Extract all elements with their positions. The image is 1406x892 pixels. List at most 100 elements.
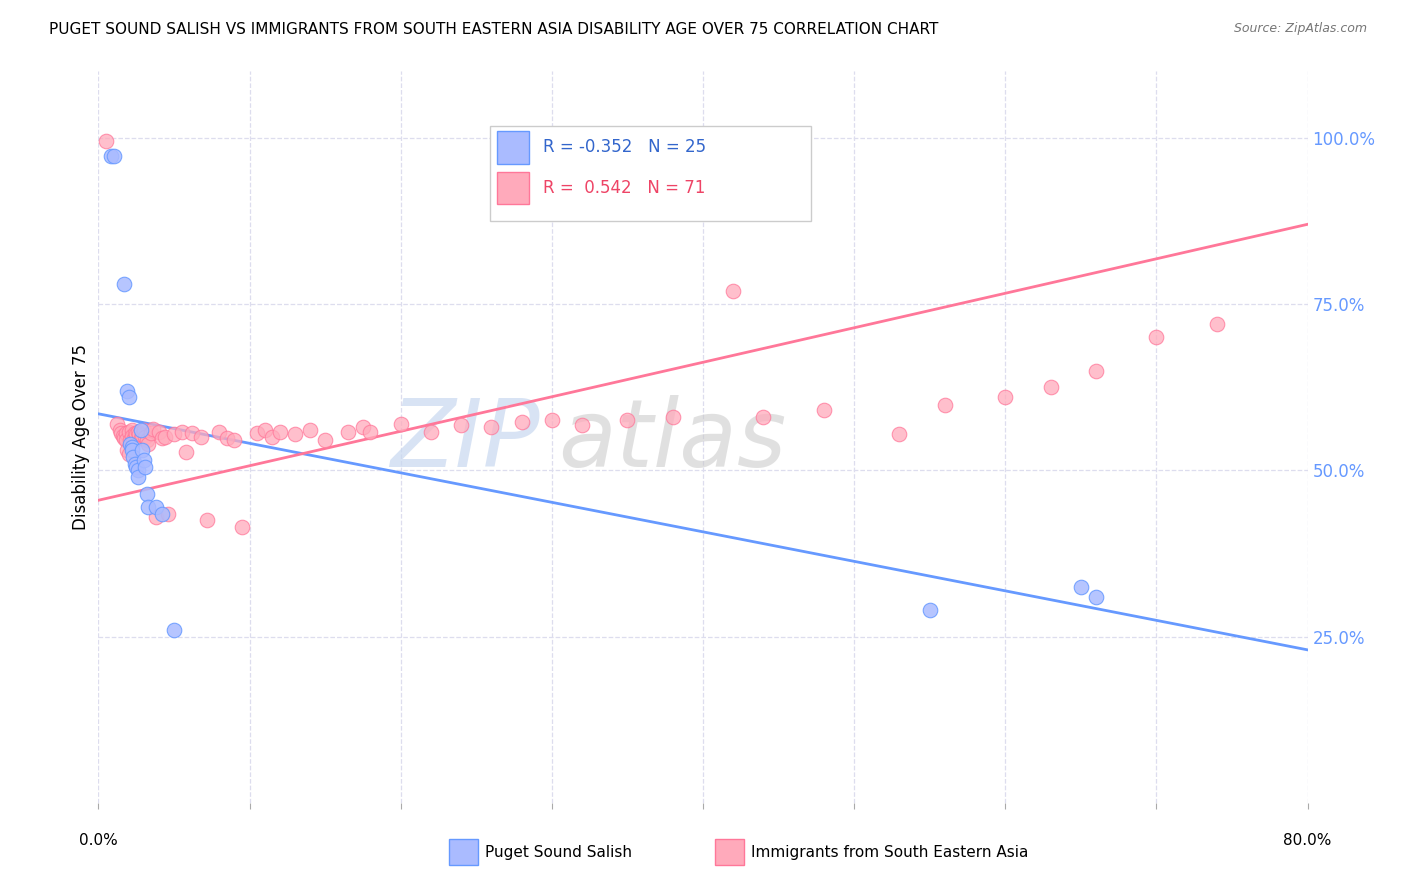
Text: Puget Sound Salish: Puget Sound Salish — [485, 845, 633, 860]
Point — [752, 410, 775, 425]
Point — [616, 413, 638, 427]
Point — [103, 149, 125, 163]
Point — [145, 500, 167, 514]
Point — [148, 425, 170, 439]
Point — [1039, 380, 1062, 394]
Point — [150, 507, 173, 521]
Text: R = -0.352   N = 25: R = -0.352 N = 25 — [543, 138, 707, 156]
Point — [150, 431, 173, 445]
Text: R =  0.542   N = 71: R = 0.542 N = 71 — [543, 179, 706, 197]
Point — [215, 431, 238, 445]
Point — [1070, 580, 1092, 594]
Point — [195, 512, 218, 526]
Point — [231, 520, 253, 534]
Point — [120, 436, 142, 450]
Point — [269, 425, 291, 439]
Point — [246, 426, 269, 441]
Point — [132, 424, 155, 438]
Point — [540, 413, 562, 427]
Point — [314, 434, 336, 448]
Point — [127, 425, 149, 439]
Point — [131, 428, 153, 442]
Point — [450, 418, 472, 433]
Point — [120, 434, 142, 448]
Point — [145, 509, 167, 524]
Point — [1085, 590, 1108, 604]
Point — [129, 431, 152, 445]
Point — [153, 430, 176, 444]
Point — [125, 427, 148, 442]
Point — [389, 417, 412, 431]
Point — [994, 390, 1017, 404]
Point — [253, 424, 276, 438]
Point — [121, 440, 143, 454]
Point — [122, 433, 145, 447]
Bar — [498, 172, 529, 204]
Point — [163, 623, 186, 637]
Point — [114, 434, 136, 448]
Point — [174, 444, 197, 458]
Point — [121, 424, 143, 438]
Point — [136, 436, 159, 450]
Point — [135, 434, 157, 448]
Point — [122, 450, 145, 464]
Text: Immigrants from South Eastern Asia: Immigrants from South Eastern Asia — [751, 845, 1029, 860]
Point — [115, 443, 138, 458]
Text: atlas: atlas — [558, 395, 786, 486]
Point — [163, 426, 186, 441]
Point — [170, 425, 193, 439]
Point — [224, 434, 246, 448]
Point — [352, 420, 374, 434]
Point — [128, 426, 150, 441]
Point — [112, 431, 135, 445]
Point — [284, 426, 307, 441]
Point — [262, 430, 284, 444]
Point — [127, 470, 149, 484]
FancyBboxPatch shape — [491, 126, 811, 221]
Point — [121, 429, 143, 443]
Point — [141, 426, 163, 441]
Point — [181, 426, 204, 441]
Y-axis label: Disability Age Over 75: Disability Age Over 75 — [72, 344, 90, 530]
Text: 80.0%: 80.0% — [1284, 833, 1331, 848]
Point — [481, 420, 503, 434]
Point — [190, 430, 212, 444]
Point — [208, 425, 231, 439]
Point — [134, 460, 156, 475]
Point — [111, 429, 134, 443]
Point — [813, 403, 835, 417]
Text: ZIP: ZIP — [389, 395, 540, 486]
Point — [661, 410, 683, 425]
Text: 0.0%: 0.0% — [79, 833, 118, 848]
Bar — [449, 839, 478, 865]
Point — [1206, 317, 1229, 331]
Point — [112, 277, 135, 292]
Point — [156, 507, 179, 521]
Bar — [716, 839, 744, 865]
Point — [127, 463, 149, 477]
Point — [134, 430, 156, 444]
Point — [336, 425, 359, 439]
Point — [125, 460, 148, 475]
Point — [124, 457, 146, 471]
Point — [121, 443, 143, 458]
Point — [100, 149, 122, 163]
Point — [132, 453, 155, 467]
Text: Source: ZipAtlas.com: Source: ZipAtlas.com — [1233, 22, 1367, 36]
Point — [110, 426, 132, 441]
Bar — [498, 131, 529, 163]
Point — [571, 418, 593, 433]
Point — [105, 417, 128, 431]
Point — [934, 398, 956, 412]
Point — [889, 426, 911, 441]
Point — [136, 500, 159, 514]
Point — [124, 426, 146, 441]
Point — [108, 424, 131, 438]
Text: PUGET SOUND SALISH VS IMMIGRANTS FROM SOUTH EASTERN ASIA DISABILITY AGE OVER 75 : PUGET SOUND SALISH VS IMMIGRANTS FROM SO… — [49, 22, 939, 37]
Point — [131, 443, 153, 458]
Point — [1144, 330, 1167, 344]
Point — [299, 424, 322, 438]
Point — [1085, 363, 1108, 377]
Point — [420, 425, 443, 439]
Point — [118, 447, 141, 461]
